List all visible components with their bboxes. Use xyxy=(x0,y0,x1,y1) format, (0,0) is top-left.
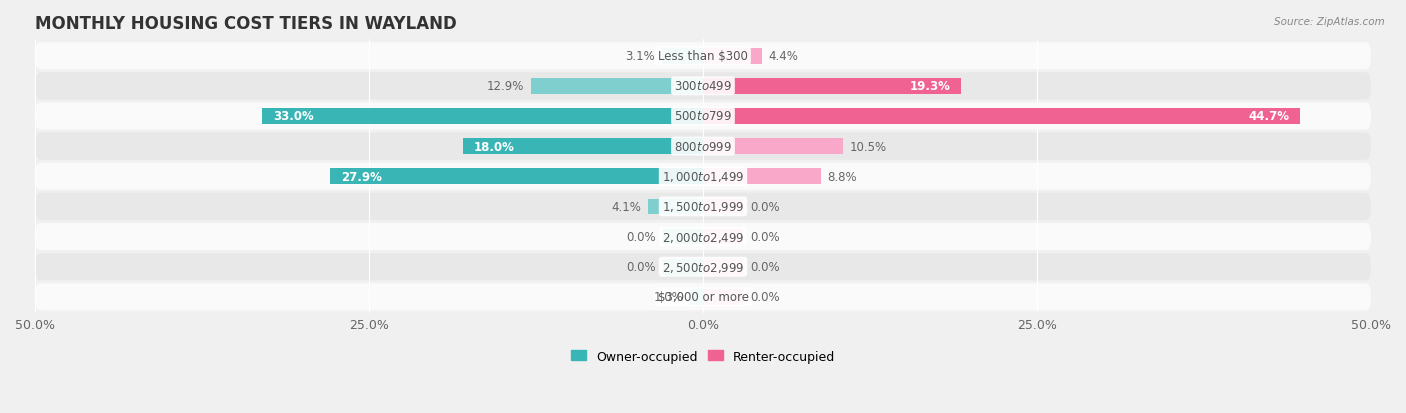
Bar xyxy=(703,229,744,245)
Text: 0.0%: 0.0% xyxy=(749,291,779,304)
FancyBboxPatch shape xyxy=(35,193,1371,221)
Text: 8.8%: 8.8% xyxy=(827,170,856,183)
Bar xyxy=(703,79,960,95)
Text: $1,500 to $1,999: $1,500 to $1,999 xyxy=(662,200,744,214)
Bar xyxy=(689,289,703,305)
Text: 0.0%: 0.0% xyxy=(627,261,657,273)
Bar xyxy=(703,289,744,305)
Bar xyxy=(703,199,744,215)
Text: 33.0%: 33.0% xyxy=(273,110,314,123)
Text: $2,500 to $2,999: $2,500 to $2,999 xyxy=(662,260,744,274)
Text: 1.0%: 1.0% xyxy=(654,291,683,304)
Text: $800 to $999: $800 to $999 xyxy=(673,140,733,153)
Text: $2,000 to $2,499: $2,000 to $2,499 xyxy=(662,230,744,244)
Text: 0.0%: 0.0% xyxy=(749,261,779,273)
Bar xyxy=(330,169,703,185)
Text: 18.0%: 18.0% xyxy=(474,140,515,153)
Text: $1,000 to $1,499: $1,000 to $1,499 xyxy=(662,170,744,184)
Bar xyxy=(463,139,703,154)
FancyBboxPatch shape xyxy=(35,163,1371,190)
Text: 0.0%: 0.0% xyxy=(749,200,779,214)
Text: $300 to $499: $300 to $499 xyxy=(673,80,733,93)
Bar xyxy=(703,49,762,64)
Text: 0.0%: 0.0% xyxy=(749,230,779,243)
Text: 4.4%: 4.4% xyxy=(769,50,799,63)
Bar xyxy=(648,199,703,215)
Text: 27.9%: 27.9% xyxy=(340,170,382,183)
Bar xyxy=(530,79,703,95)
Text: 4.1%: 4.1% xyxy=(612,200,641,214)
Text: 44.7%: 44.7% xyxy=(1249,110,1289,123)
Text: Less than $300: Less than $300 xyxy=(658,50,748,63)
FancyBboxPatch shape xyxy=(35,133,1371,160)
Bar xyxy=(703,109,1301,124)
Legend: Owner-occupied, Renter-occupied: Owner-occupied, Renter-occupied xyxy=(567,345,839,368)
Text: MONTHLY HOUSING COST TIERS IN WAYLAND: MONTHLY HOUSING COST TIERS IN WAYLAND xyxy=(35,15,457,33)
Bar xyxy=(662,229,703,245)
Bar xyxy=(662,49,703,64)
Text: $500 to $799: $500 to $799 xyxy=(673,110,733,123)
FancyBboxPatch shape xyxy=(35,43,1371,70)
Text: Source: ZipAtlas.com: Source: ZipAtlas.com xyxy=(1274,17,1385,26)
FancyBboxPatch shape xyxy=(35,284,1371,311)
Text: 12.9%: 12.9% xyxy=(486,80,524,93)
Text: 19.3%: 19.3% xyxy=(910,80,950,93)
Text: 3.1%: 3.1% xyxy=(626,50,655,63)
Text: 0.0%: 0.0% xyxy=(627,230,657,243)
FancyBboxPatch shape xyxy=(35,223,1371,251)
Bar xyxy=(703,259,744,275)
Text: 10.5%: 10.5% xyxy=(851,140,887,153)
Text: $3,000 or more: $3,000 or more xyxy=(658,291,748,304)
Bar xyxy=(662,259,703,275)
Bar xyxy=(703,169,821,185)
Bar xyxy=(703,139,844,154)
FancyBboxPatch shape xyxy=(35,254,1371,280)
Bar xyxy=(262,109,703,124)
FancyBboxPatch shape xyxy=(35,103,1371,130)
FancyBboxPatch shape xyxy=(35,73,1371,100)
